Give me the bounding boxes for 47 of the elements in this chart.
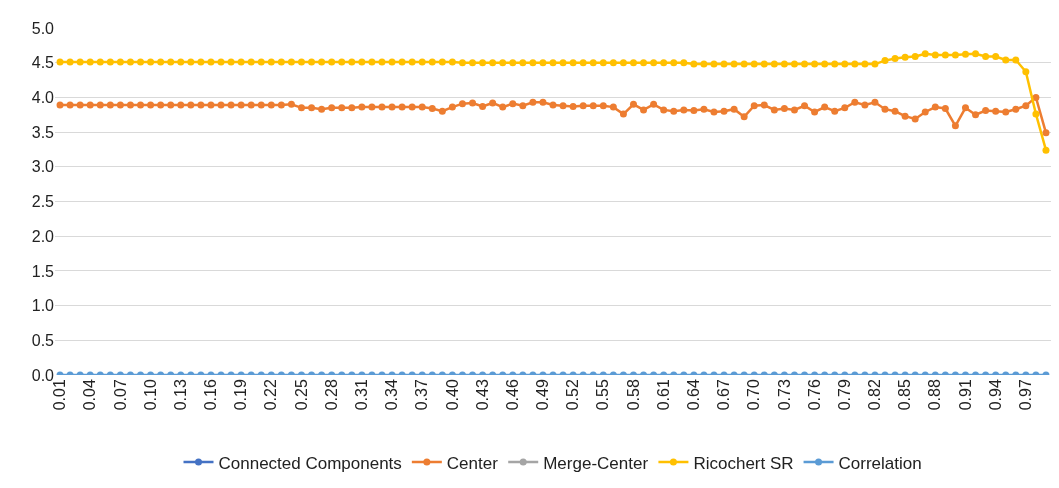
x-tick-label: 0.73 <box>775 379 793 411</box>
x-tick-label: 0.55 <box>594 379 612 411</box>
legend-label: Correlation <box>838 453 922 473</box>
x-tick-label: 0.52 <box>564 379 582 411</box>
x-tick-label: 0.85 <box>896 379 914 411</box>
x-tick-label: 0.82 <box>866 379 884 411</box>
x-tick-label: 0.61 <box>654 379 672 411</box>
x-tick-label: 0.67 <box>715 379 733 411</box>
x-tick-label: 0.28 <box>322 379 340 411</box>
x-tick-label: 0.10 <box>141 379 159 411</box>
y-tick-label: 2.0 <box>31 227 55 245</box>
x-tick-label: 0.43 <box>473 379 491 411</box>
x-tick-label: 0.34 <box>383 379 401 411</box>
x-tick-label: 0.94 <box>986 379 1004 411</box>
x-tick-label: 0.13 <box>171 379 189 411</box>
y-tick-label: 2.5 <box>31 193 55 211</box>
x-tick-label: 0.76 <box>805 379 823 411</box>
y-tick-label: 5.0 <box>31 19 55 37</box>
x-tick-label: 0.40 <box>443 379 461 411</box>
y-tick-label: 0.5 <box>31 331 55 349</box>
x-tick-label: 0.07 <box>111 379 129 411</box>
x-tick-label: 0.97 <box>1017 379 1035 411</box>
y-tick-label: 4.0 <box>31 89 55 106</box>
x-tick-label: 0.04 <box>81 379 99 411</box>
y-tick-label: 1.0 <box>31 297 55 315</box>
x-tick-label: 0.58 <box>624 379 642 411</box>
legend-label: Ricochert SR <box>693 453 794 473</box>
x-tick-label: 0.79 <box>835 379 853 411</box>
x-tick-label: 0.88 <box>926 379 944 411</box>
x-tick-label: 0.70 <box>745 379 763 411</box>
x-tick-label: 0.25 <box>292 379 310 411</box>
x-tick-label: 0.22 <box>262 379 280 411</box>
legend-label: Connected Components <box>218 453 402 473</box>
legend-label: Center <box>446 453 499 473</box>
x-tick-label: 0.19 <box>232 379 250 411</box>
x-tick-label: 0.46 <box>503 379 521 411</box>
x-tick-label: 0.16 <box>202 379 220 411</box>
y-tick-label: 3.0 <box>31 158 55 176</box>
legend-label: Merge-Center <box>543 453 649 473</box>
x-tick-label: 0.37 <box>413 379 431 411</box>
y-tick-label: 3.5 <box>31 123 55 141</box>
y-tick-label: 1.5 <box>31 262 55 280</box>
x-tick-label: 0.31 <box>353 379 371 411</box>
y-tick-label: 4.5 <box>31 54 55 72</box>
x-tick-label: 0.64 <box>685 379 703 411</box>
x-tick-label: 0.91 <box>956 379 974 411</box>
x-tick-label: 0.49 <box>534 379 552 411</box>
